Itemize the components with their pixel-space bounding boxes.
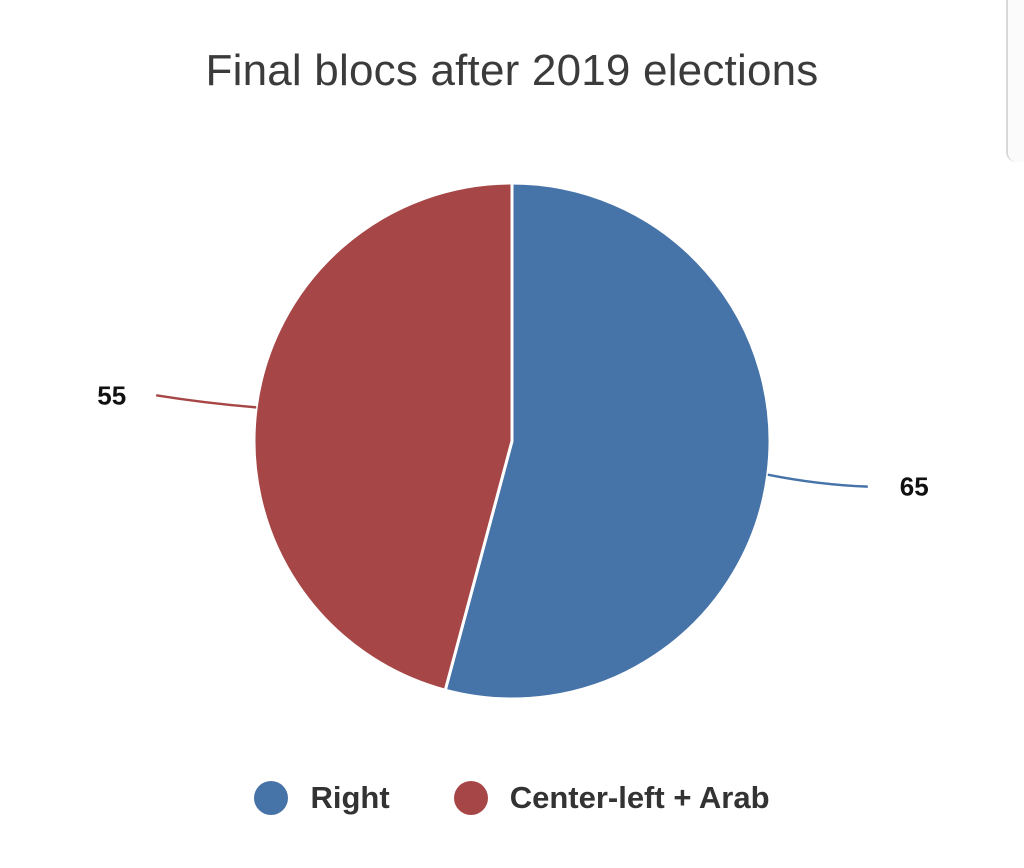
legend-label-center-left-arab: Center-left + Arab	[509, 780, 770, 815]
legend: Right Center-left + Arab	[0, 780, 1024, 816]
pie-slice-right[interactable]	[443, 181, 772, 701]
legend-swatch-center-left-arab	[453, 781, 488, 815]
pie-slices	[252, 181, 772, 701]
legend-swatch-right	[254, 781, 289, 815]
data-label-center-left-arab: 55	[97, 380, 126, 410]
legend-item-right[interactable]: Right	[254, 780, 390, 816]
data-label-right: 65	[900, 472, 929, 502]
leader-line-center-left-arab	[156, 394, 257, 409]
leader-line-right	[767, 473, 868, 488]
data-labels: 65 55	[97, 380, 928, 501]
legend-label-right: Right	[310, 780, 390, 815]
scroll-edge	[1006, 0, 1024, 162]
legend-item-center-left-arab[interactable]: Center-left + Arab	[453, 780, 770, 816]
chart-title: Final blocs after 2019 elections	[205, 46, 819, 95]
label-leader-lines	[156, 394, 868, 488]
